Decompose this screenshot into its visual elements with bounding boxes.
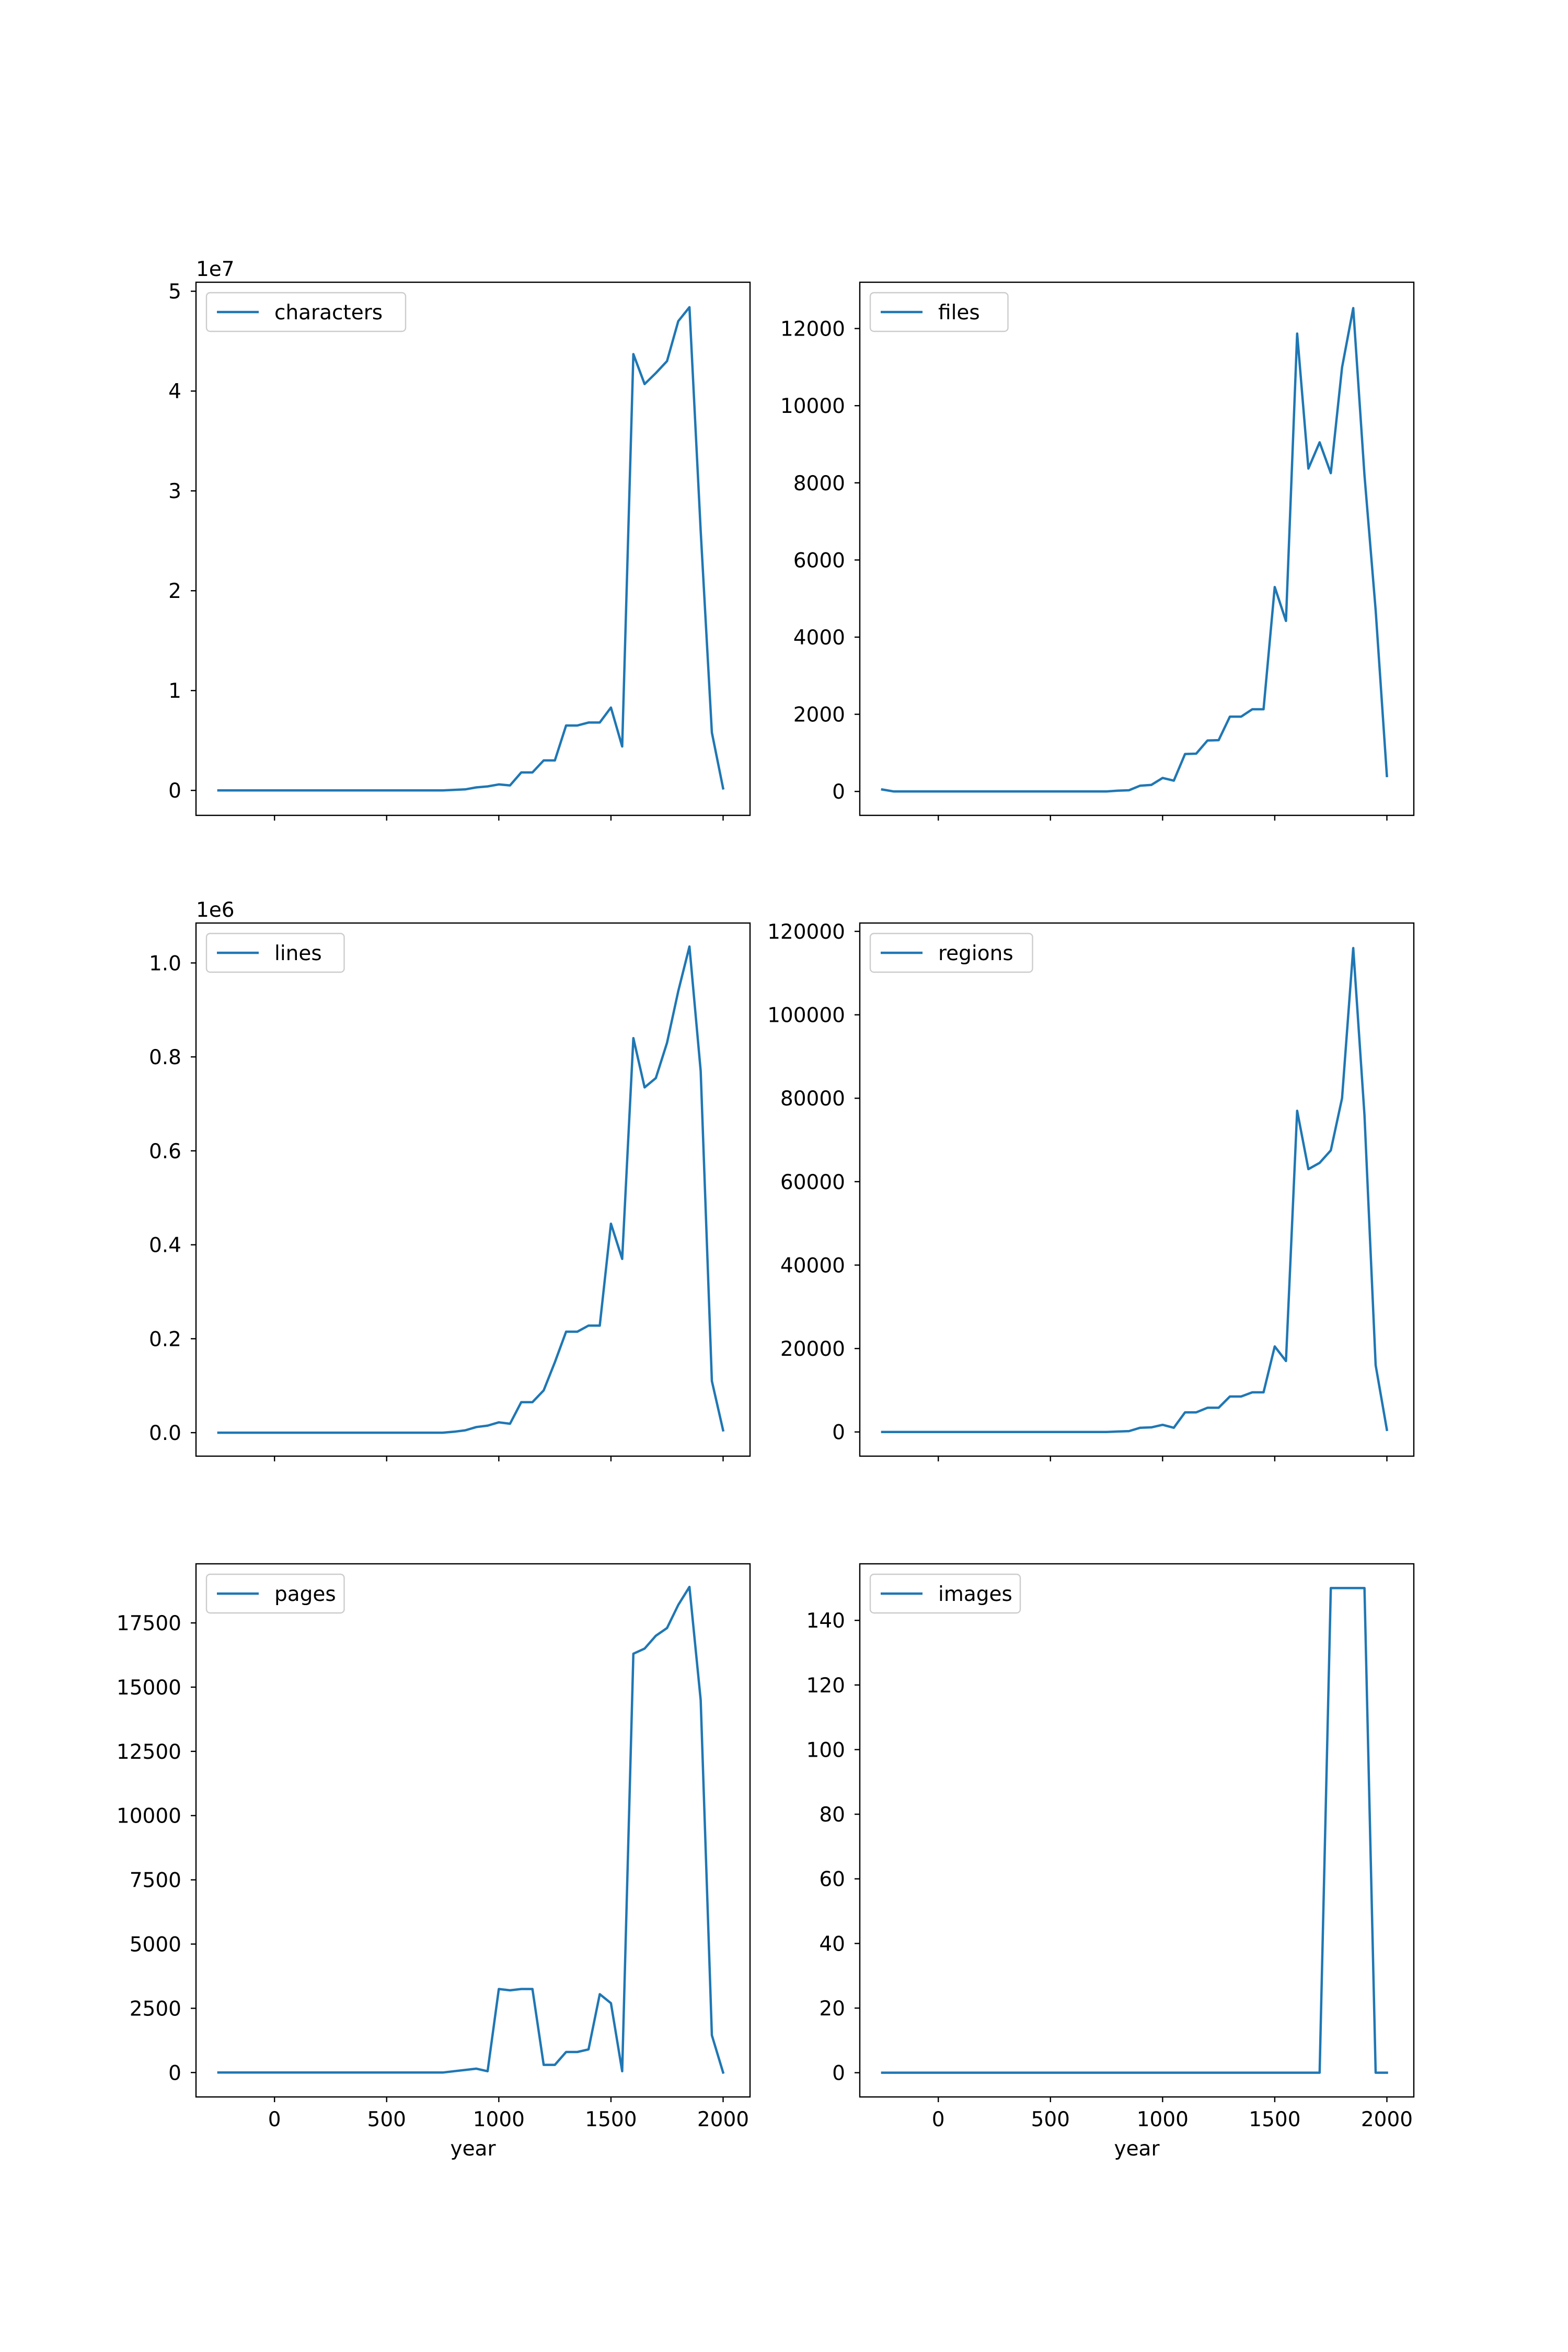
y-tick-label: 60 [819, 1868, 845, 1892]
x-tick-label: 2000 [1361, 2108, 1413, 2131]
series-line-files [881, 307, 1388, 793]
y-tick-label: 0 [832, 1421, 845, 1445]
series-line-characters [217, 306, 725, 792]
legend-label-files: files [938, 301, 980, 325]
y-tick-label: 120 [806, 1674, 845, 1698]
y-tick-label: 20 [819, 1997, 845, 2021]
legend-label-regions: regions [938, 942, 1013, 965]
legend-box [205, 932, 345, 973]
y-tick-label: 5000 [130, 1933, 181, 1957]
y-tick-label: 4 [168, 380, 181, 403]
legend-label-pages: pages [274, 1583, 336, 1606]
y-tick-label: 60000 [780, 1171, 845, 1194]
y-tick-label: 120000 [767, 920, 845, 944]
y-offset-label: 1e7 [196, 258, 235, 281]
chart-panel-middle-right: 0 20000 40000 60000 80000 100000 120000 regions [767, 920, 1415, 1461]
x-axis-label: year [1114, 2137, 1160, 2161]
axes-frame [859, 1563, 1415, 2098]
y-tick-label: 5 [168, 280, 181, 304]
legend: lines [205, 932, 345, 973]
legend-box [869, 932, 1033, 973]
x-tick-label: 500 [367, 2108, 406, 2131]
legend-box [205, 292, 407, 332]
x-tick-label: 500 [1031, 2108, 1070, 2131]
y-tick-label: 20000 [780, 1338, 845, 1361]
axes-frame [195, 1563, 751, 2098]
y-tick-label: 0.8 [149, 1046, 181, 1069]
y-tick-label: 8000 [793, 472, 845, 495]
y-tick-label: 80 [819, 1803, 845, 1827]
axes-frame [859, 281, 1415, 816]
legend: characters [205, 292, 407, 332]
axes-frame [859, 922, 1415, 1457]
y-tick-label: 0 [832, 2062, 845, 2085]
y-tick-label: 1.0 [149, 952, 181, 975]
series-line-lines [217, 945, 725, 1434]
axes-frame [195, 922, 751, 1457]
legend: pages [205, 1573, 345, 1614]
chart-panel-middle-left: 0.0 0.2 0.4 0.6 0.8 1.0 1e6 lines [149, 898, 751, 1461]
y-tick-label: 12000 [780, 318, 845, 341]
y-tick-label: 7500 [130, 1869, 181, 1893]
x-tick-label: 1500 [1249, 2108, 1300, 2131]
legend: files [869, 292, 1009, 332]
chart-panel-bottom-left: 0 500 1000 1500 2000 0 2500 5000 7500 10000 12500 1… [117, 1563, 751, 2161]
legend: images [869, 1573, 1021, 1614]
y-tick-label: 100 [806, 1738, 845, 1762]
y-tick-label: 12500 [117, 1740, 181, 1764]
y-tick-label: 1 [168, 679, 181, 703]
y-tick-label: 40000 [780, 1254, 845, 1277]
y-tick-label: 0.4 [149, 1234, 181, 1258]
x-tick-label: 0 [268, 2108, 281, 2131]
axes-frame [195, 281, 751, 816]
legend-label-lines: lines [274, 942, 322, 965]
y-tick-label: 10000 [117, 1805, 181, 1828]
x-tick-label: 2000 [697, 2108, 749, 2131]
y-tick-label: 0.0 [149, 1422, 181, 1445]
x-tick-label: 1000 [473, 2108, 525, 2131]
y-tick-label: 0.6 [149, 1140, 181, 1163]
y-tick-label: 2 [168, 580, 181, 603]
legend-box [869, 292, 1009, 332]
y-tick-label: 140 [806, 1609, 845, 1633]
y-offset-label: 1e6 [196, 898, 235, 922]
chart-panel-top-left: 0 1 2 3 4 5 1e7 characters [168, 258, 751, 821]
y-tick-label: 4000 [793, 626, 845, 650]
x-tick-label: 0 [932, 2108, 945, 2131]
y-tick-label: 10000 [780, 395, 845, 418]
y-tick-label: 17500 [117, 1612, 181, 1635]
legend-box [205, 1573, 345, 1614]
x-tick-label: 1000 [1137, 2108, 1189, 2131]
y-tick-label: 100000 [767, 1004, 845, 1028]
legend-box [869, 1573, 1021, 1614]
y-tick-label: 15000 [117, 1676, 181, 1700]
chart-panel-bottom-right: 0 500 1000 1500 2000 0 20 40 60 80 100 120 140 year im… [806, 1563, 1415, 2161]
legend-label-characters: characters [274, 301, 383, 325]
y-tick-label: 0.2 [149, 1328, 181, 1351]
y-tick-label: 40 [819, 1932, 845, 1956]
series-line-images [881, 1587, 1388, 2074]
chart-panel-top-right: 0 2000 4000 6000 8000 10000 12000 files [780, 281, 1415, 821]
y-tick-label: 0 [168, 2061, 181, 2085]
y-tick-label: 6000 [793, 549, 845, 572]
y-tick-label: 2000 [793, 704, 845, 727]
y-tick-label: 2500 [130, 1997, 181, 2021]
x-axis-label: year [450, 2137, 496, 2161]
y-tick-label: 0 [832, 780, 845, 804]
legend: regions [869, 932, 1033, 973]
legend-label-images: images [938, 1583, 1012, 1606]
y-tick-label: 3 [168, 480, 181, 503]
y-tick-label: 80000 [780, 1087, 845, 1111]
y-tick-label: 0 [168, 779, 181, 803]
x-tick-label: 1500 [585, 2108, 637, 2131]
series-line-pages [217, 1585, 725, 2074]
series-line-regions [881, 947, 1389, 1433]
